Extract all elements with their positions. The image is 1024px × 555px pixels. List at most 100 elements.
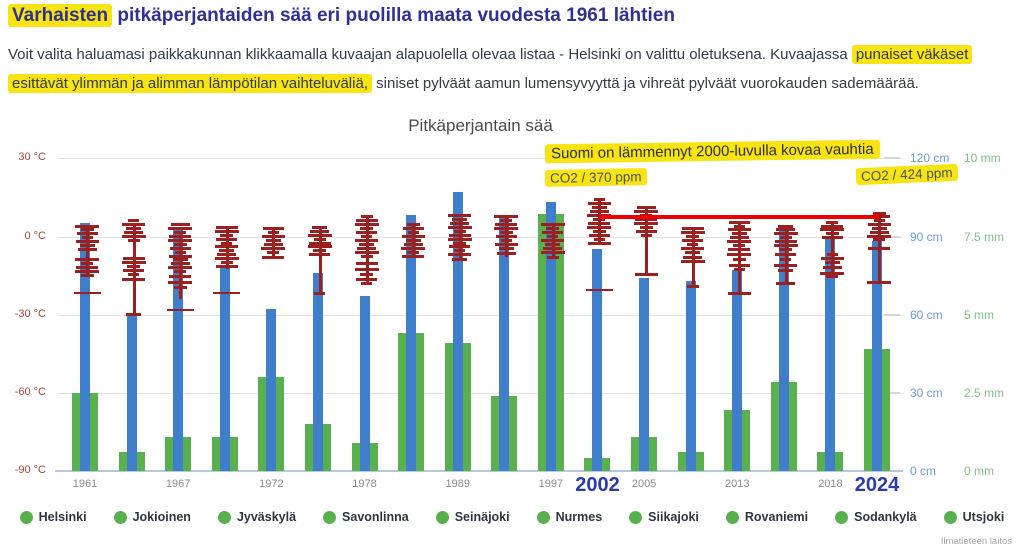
- temp-tick: [454, 249, 466, 253]
- temp-tick: [588, 233, 610, 237]
- station-dot-icon: [943, 510, 957, 524]
- temp-tick: [545, 242, 561, 246]
- chart-title: Pitkäperjantain sää: [408, 116, 553, 135]
- temp-tick: [127, 238, 140, 242]
- temp-tick: [820, 228, 845, 232]
- temp-tick: [728, 263, 750, 267]
- temp-tick: [360, 215, 373, 219]
- temp-tick: [354, 250, 379, 254]
- temp-tick: [775, 253, 797, 257]
- legend-station-rovaniemi[interactable]: Rovaniemi: [725, 510, 808, 524]
- legend-station-helsinki[interactable]: Helsinki: [19, 510, 87, 524]
- legend-station-jyväskylä[interactable]: Jyväskylä: [217, 510, 296, 524]
- temp-tick: [494, 227, 519, 231]
- snow-bar: [778, 225, 789, 471]
- temp-tick: [824, 261, 840, 265]
- temp-tick: [634, 221, 659, 225]
- co2-2002-annotation: CO2 / 370 ppm: [544, 168, 647, 187]
- snow-bar: [173, 228, 184, 471]
- temp-tick: [727, 228, 751, 232]
- temp-tick: [543, 246, 563, 250]
- intro-highlight-temp-range: esittävät ylimmän ja alimman lämpötilan …: [8, 74, 372, 93]
- temp-tick: [215, 264, 238, 268]
- temp-tick: [355, 262, 378, 266]
- temp-tick: [265, 238, 281, 242]
- temp-tick: [217, 253, 237, 257]
- temp-tick: [80, 228, 94, 232]
- temp-tick: [593, 198, 605, 202]
- temp-tick: [448, 214, 472, 218]
- temp-tick: [215, 225, 238, 229]
- temp-tick: [826, 275, 839, 279]
- temp-lone-tick: [213, 291, 241, 294]
- year-label: 2002: [575, 474, 620, 496]
- temp-tick: [361, 235, 373, 238]
- gridline: [58, 314, 903, 316]
- temp-axis-label: -60 °C: [14, 386, 46, 398]
- temp-tick: [733, 224, 745, 228]
- temp-axis-label: 0 °C: [24, 229, 46, 242]
- rain-axis-label: 2.5 mm: [964, 386, 1005, 400]
- temp-tick: [869, 231, 889, 235]
- temp-tick: [307, 233, 332, 237]
- station-dot-icon: [435, 510, 449, 524]
- temp-tick: [587, 225, 612, 229]
- temp-tick: [500, 219, 513, 223]
- temp-tick: [75, 258, 99, 262]
- legend-station-seinäjoki[interactable]: Seinäjoki: [435, 510, 510, 524]
- temp-tick: [401, 235, 425, 238]
- temp-tick: [169, 246, 191, 250]
- temp-axis-label: -90 °C: [14, 464, 46, 477]
- rain-axis-label: 7.5 mm: [964, 229, 1005, 244]
- temp-tick: [779, 248, 793, 252]
- temp-tick: [128, 272, 140, 276]
- temp-tick: [634, 272, 658, 276]
- legend-station-sodankylä[interactable]: Sodankylä: [835, 510, 917, 524]
- temp-tick: [81, 262, 93, 266]
- temp-tick: [452, 218, 468, 222]
- temp-tick: [355, 219, 378, 223]
- temp-tick: [542, 231, 564, 235]
- temp-tick: [540, 250, 565, 254]
- title-rest: pitkäperjantaiden sää eri puolilla maata…: [112, 5, 675, 26]
- temp-lone-tick: [166, 308, 194, 311]
- temp-tick: [547, 235, 559, 238]
- temp-tick: [75, 270, 99, 274]
- temp-tick: [591, 206, 607, 210]
- temp-tick: [727, 292, 751, 296]
- rain-axis-label: 10 mm: [964, 151, 1001, 166]
- legend-station-utsjoki[interactable]: Utsjoki: [943, 510, 1004, 524]
- temp-tick: [173, 285, 187, 289]
- temp-tick: [588, 221, 611, 225]
- temp-tick: [778, 268, 794, 272]
- temp-tick: [635, 218, 658, 222]
- temp-tick: [686, 235, 700, 238]
- legend-station-savonlinna[interactable]: Savonlinna: [323, 510, 409, 524]
- station-dot-icon: [629, 510, 643, 524]
- legend-station-siikajoki[interactable]: Siikajoki: [629, 510, 699, 524]
- year-label: 2018: [818, 478, 843, 490]
- temp-tick: [127, 264, 141, 268]
- temp-tick: [639, 225, 653, 229]
- snow-bar: [406, 215, 417, 471]
- temp-tick: [214, 257, 239, 261]
- temp-tick: [360, 272, 374, 276]
- temp-tick: [682, 238, 704, 242]
- station-label: Nurmes: [555, 510, 603, 524]
- snow-axis-label: 30 cm: [910, 386, 943, 400]
- temp-tick: [261, 246, 286, 250]
- temp-tick: [871, 227, 887, 231]
- legend-station-jokioinen[interactable]: Jokioinen: [113, 510, 191, 524]
- snow-bar: [452, 191, 463, 471]
- temp-tick: [686, 284, 699, 288]
- intro-text: Voit valita haluamasi paikkakunnan klikk…: [8, 40, 1016, 98]
- x-axis-line: [55, 470, 903, 472]
- temp-tick: [168, 227, 193, 231]
- temp-tick: [681, 227, 704, 231]
- legend-station-nurmes[interactable]: Nurmes: [536, 510, 603, 524]
- temp-tick: [826, 220, 839, 224]
- snow-bar: [499, 215, 510, 471]
- snow-bar: [592, 249, 603, 471]
- temp-tick: [774, 240, 797, 244]
